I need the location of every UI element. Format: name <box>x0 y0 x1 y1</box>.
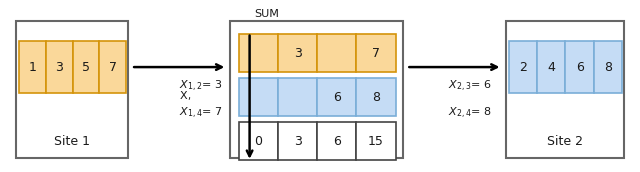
Bar <box>317 122 356 160</box>
Bar <box>239 34 278 72</box>
Text: 7: 7 <box>109 61 116 74</box>
Text: Site 2: Site 2 <box>547 135 583 148</box>
Bar <box>566 41 594 93</box>
Text: X: X <box>179 91 187 101</box>
Text: $X_{2,3}$= 6: $X_{2,3}$= 6 <box>448 78 492 94</box>
Bar <box>356 122 396 160</box>
Bar <box>278 34 317 72</box>
Text: 5: 5 <box>82 61 90 74</box>
Text: 6: 6 <box>333 135 340 148</box>
Text: 0: 0 <box>254 135 262 148</box>
Bar <box>230 21 403 158</box>
Bar <box>239 122 278 160</box>
Bar <box>239 78 278 116</box>
Text: $X_{2,4}$= 8: $X_{2,4}$= 8 <box>448 106 492 121</box>
Text: 4: 4 <box>547 61 556 74</box>
Text: 1: 1 <box>29 61 36 74</box>
Bar <box>356 78 396 116</box>
Bar <box>537 41 566 93</box>
Text: 6: 6 <box>575 61 584 74</box>
Text: Aggregator: Aggregator <box>282 135 352 148</box>
Text: 8: 8 <box>604 61 612 74</box>
Bar <box>16 21 128 158</box>
Text: SUM: SUM <box>255 9 280 19</box>
Text: $X_{1,2}$= 3: $X_{1,2}$= 3 <box>179 78 223 94</box>
Bar <box>19 41 46 93</box>
Bar <box>594 41 622 93</box>
Text: 3: 3 <box>55 61 63 74</box>
Text: 6: 6 <box>333 91 340 104</box>
Text: ,: , <box>187 91 190 101</box>
Bar <box>317 78 356 116</box>
Bar <box>506 21 624 158</box>
Text: Site 1: Site 1 <box>54 135 90 148</box>
Text: $X_{1,4}$= 7: $X_{1,4}$= 7 <box>179 106 223 121</box>
Text: 3: 3 <box>294 135 301 148</box>
Bar <box>46 41 72 93</box>
Text: 7: 7 <box>372 47 380 60</box>
Bar <box>278 78 317 116</box>
Bar <box>99 41 126 93</box>
Text: 2: 2 <box>519 61 527 74</box>
Text: 15: 15 <box>368 135 384 148</box>
Text: 3: 3 <box>294 47 301 60</box>
Bar <box>509 41 537 93</box>
Bar <box>317 34 356 72</box>
Bar <box>356 34 396 72</box>
Bar <box>278 122 317 160</box>
Text: 8: 8 <box>372 91 380 104</box>
Bar <box>72 41 99 93</box>
